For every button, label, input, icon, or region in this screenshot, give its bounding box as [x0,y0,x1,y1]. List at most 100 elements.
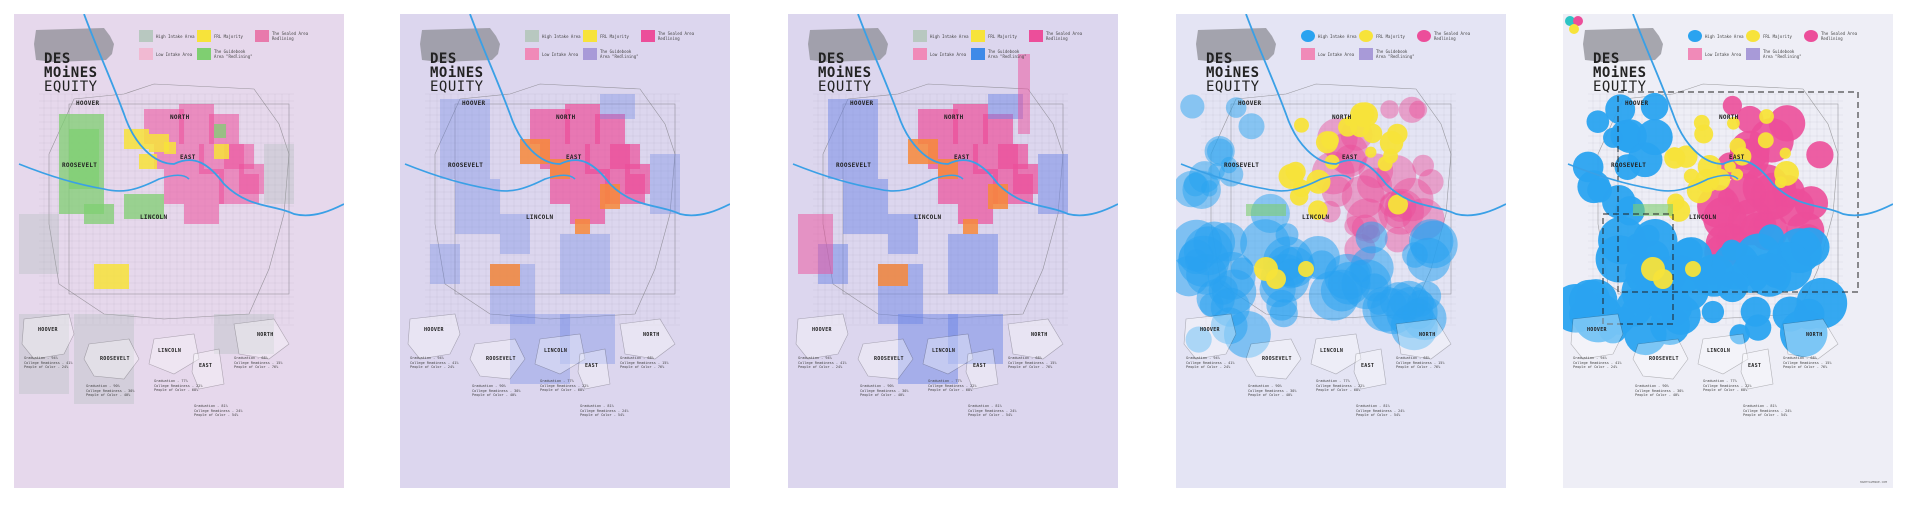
map-layer [792,14,1118,390]
map-label-north: NORTH [1332,114,1352,121]
title-line-1: DES [44,51,71,67]
map-label-roosevelt: ROOSEVELT [448,162,484,169]
map-label-roosevelt: ROOSEVELT [1224,162,1260,169]
iowa-silhouette-icon [34,28,114,62]
legend-label: The Sealed Area Redlining [658,31,695,41]
stat-graduation: Graduation - 90% [1635,384,1669,388]
legend-label: Low Intake Area [542,51,579,57]
title-line-2: MOiNES [44,65,98,81]
district-label-lincoln: LINCOLN [1707,348,1731,354]
stat-graduation: Graduation - 90% [1248,384,1282,388]
map-label-north: NORTH [1719,114,1739,121]
stat-college: College Readiness - 22% [928,383,977,388]
district-stats: Graduation - 81% College Readiness - 24% P… [1743,404,1803,418]
legend-swatch-icon [139,48,153,60]
title-line-1: DES [818,51,845,67]
map-label-hoover: HOOVER [850,100,874,107]
legend-item-sealed: The Sealed Area Redlining [255,30,312,42]
iowa-silhouette-icon [1196,28,1276,62]
stat-college: College Readiness - 24% [1356,408,1405,413]
district-label-north: NORTH [643,332,660,338]
legend-swatch-icon [583,30,597,42]
district-label-hoover: HOOVER [38,327,58,333]
map-label-lincoln: LINCOLN [1689,214,1717,221]
map-label-hoover: HOOVER [76,100,100,107]
stat-poc: People of Color - 40% [472,393,517,397]
legend-item-sealed: The Sealed Area Redlining [1804,30,1861,42]
credit-text: HAPPYAVENUE.COM [1859,480,1887,484]
legend-item-redlining: The Guidebook Area "Redlining" [583,48,640,60]
iowa-silhouette-icon [420,28,500,62]
stat-poc: People of Color - 76% [1008,365,1053,369]
stat-graduation: Graduation - 77% [1703,379,1737,383]
legend-item-sealed: The Sealed Area Redlining [1029,30,1086,42]
legend-item-low_intake: Low Intake Area [1688,48,1745,60]
map-label-east: EAST [1342,154,1358,161]
legend-label: The Guidebook Area "Redlining" [988,49,1027,59]
legend-label: Low Intake Area [930,51,967,57]
legend-label: The Sealed Area Redlining [1434,31,1471,41]
title-line-1: DES [1593,51,1620,67]
district-label-north: NORTH [1419,332,1436,338]
district-label-lincoln: LINCOLN [544,348,568,354]
district-label-hoover: HOOVER [424,327,444,333]
stat-college: College Readiness - 24% [1743,408,1792,413]
district-stats: Graduation - 68% College Readiness - 15% P… [1396,356,1456,370]
district-label-north: NORTH [1031,332,1048,338]
map-label-hoover: HOOVER [462,100,486,107]
stat-college: College Readiness - 30% [472,388,521,393]
legend-item-high_intake: High Intake Area [1688,30,1745,42]
legend-item-low_intake: Low Intake Area [139,48,196,60]
map-label-north: NORTH [170,114,190,121]
stat-college: College Readiness - 22% [540,383,589,388]
title-line-2: MOiNES [430,65,484,81]
map-layer [404,14,730,390]
legend-swatch-icon [525,30,539,42]
title-line-3: EQUITY [818,79,872,95]
district-label-north: NORTH [1806,332,1823,338]
legend-item-frl: FRL Majority [1359,30,1416,42]
stat-graduation: Graduation - 77% [928,379,962,383]
stat-graduation: Graduation - 68% [1008,356,1042,360]
district-stats: Graduation - 68% College Readiness - 15% P… [1783,356,1843,370]
title-line-2: MOiNES [1206,65,1260,81]
district-stats: Graduation - 90% College Readiness - 30% P… [1635,384,1695,398]
map-layer [1563,14,1893,390]
district-label-east: EAST [199,363,213,369]
stat-college: College Readiness - 15% [1783,360,1832,365]
stat-poc: People of Color - 54% [1356,413,1401,417]
poster-title: DES MOiNES EQUITY [430,52,484,94]
legend-swatch-icon [139,30,153,42]
poster-title: DES MOiNES EQUITY [44,52,98,94]
title-line-3: EQUITY [430,79,484,95]
district-label-roosevelt: ROOSEVELT [1649,356,1679,362]
stat-college: College Readiness - 30% [1248,388,1297,393]
legend-label: High Intake Area [156,33,195,39]
legend-item-sealed: The Sealed Area Redlining [641,30,698,42]
district-label-lincoln: LINCOLN [932,348,956,354]
stat-graduation: Graduation - 94% [798,356,832,360]
map-label-lincoln: LINCOLN [140,214,168,221]
map-label-north: NORTH [556,114,576,121]
district-stats: Graduation - 81% College Readiness - 24% P… [194,404,254,418]
stat-poc: People of Color - 24% [24,365,69,369]
district-stats: Graduation - 81% College Readiness - 24% P… [968,404,1028,418]
poster-1: DES MOiNES EQUITY High Intake Area FRL Major… [14,14,344,488]
legend-swatch-icon [1359,30,1373,42]
stat-poc: People of Color - 68% [1703,388,1748,392]
stat-graduation: Graduation - 81% [1743,404,1777,408]
map-layer [18,14,344,404]
legend-label: FRL Majority [1763,33,1792,39]
legend-swatch-icon [913,30,927,42]
district-stats: Graduation - 94% College Readiness - 41% P… [1573,356,1633,370]
legend-swatch-icon [971,48,985,60]
stat-poc: People of Color - 68% [928,388,973,392]
legend-label: FRL Majority [1376,33,1405,39]
legend-swatch-icon [1301,48,1315,60]
district-stats: Graduation - 94% College Readiness - 41% P… [410,356,470,370]
district-stats: Graduation - 90% College Readiness - 30% P… [472,384,532,398]
legend-swatch-icon [641,30,655,42]
map-label-roosevelt: ROOSEVELT [62,162,98,169]
map-label-east: EAST [954,154,970,161]
legend-swatch-icon [525,48,539,60]
